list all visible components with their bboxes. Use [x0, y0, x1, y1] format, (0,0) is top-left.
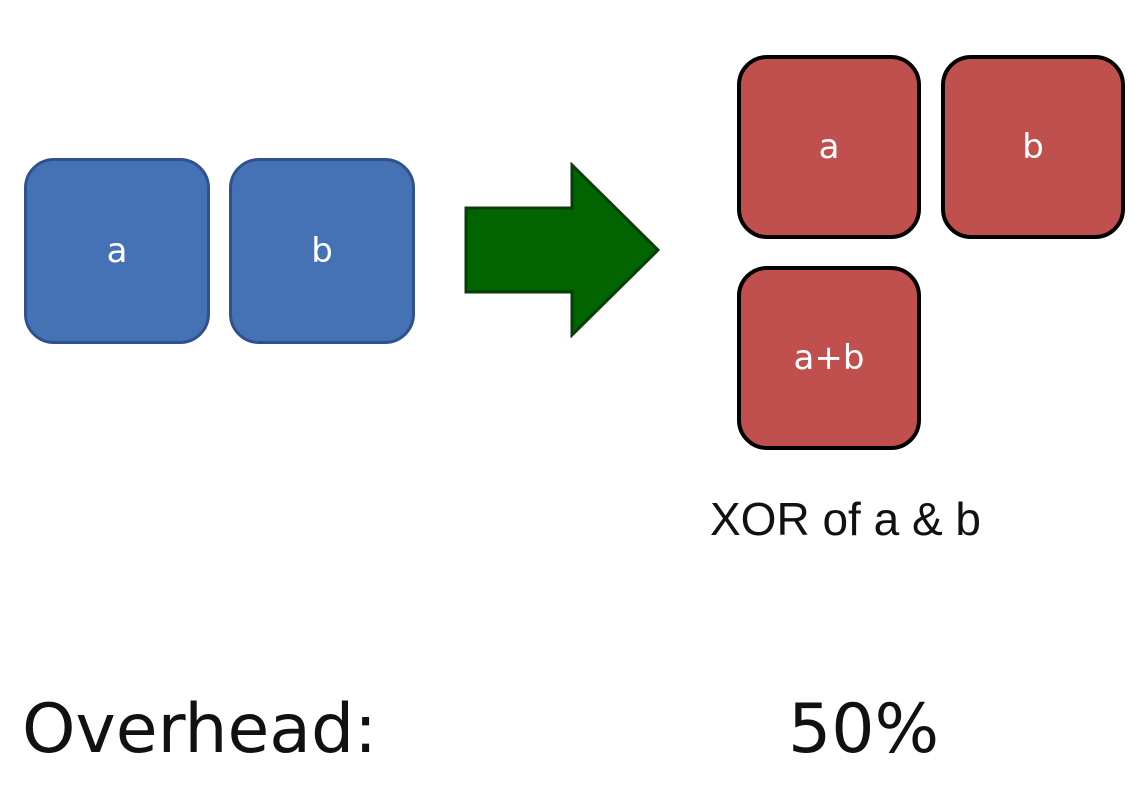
- input-block-b-label: b: [311, 231, 333, 271]
- overhead-label: Overhead:: [22, 690, 378, 769]
- input-block-a-label: a: [106, 231, 128, 271]
- xor-caption: XOR of a & b: [710, 493, 982, 545]
- output-block-a: a: [737, 55, 921, 239]
- output-block-b-label: b: [1022, 127, 1044, 167]
- input-block-a: a: [24, 158, 210, 344]
- input-block-b: b: [229, 158, 415, 344]
- output-block-b: b: [941, 55, 1125, 239]
- output-block-parity: a+b: [737, 266, 921, 450]
- output-block-parity-label: a+b: [793, 338, 865, 378]
- output-block-a-label: a: [818, 127, 840, 167]
- right-arrow-icon: [464, 162, 661, 338]
- overhead-value: 50%: [788, 690, 940, 769]
